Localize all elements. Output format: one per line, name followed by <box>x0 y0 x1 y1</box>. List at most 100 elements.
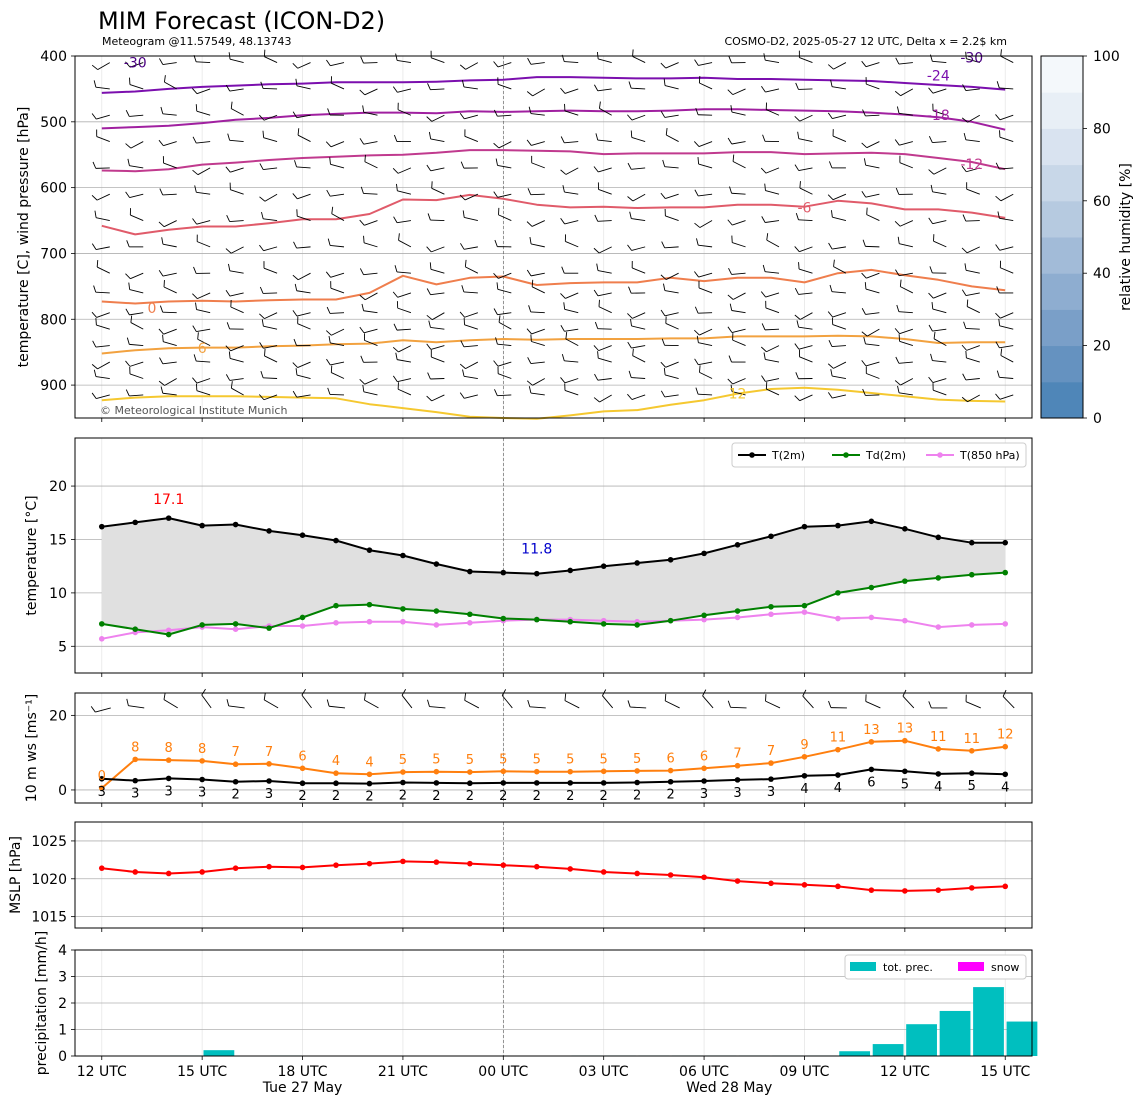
barb-flag <box>1000 49 1002 57</box>
wind-barb <box>932 103 947 116</box>
barb-flag <box>895 269 900 276</box>
wind-barb <box>728 355 746 363</box>
barb-shaft <box>263 699 279 709</box>
barb-shaft <box>229 270 244 274</box>
barb-flag <box>728 56 732 63</box>
max-temperature-label: 17.1 <box>153 492 184 508</box>
barb-flag <box>395 352 398 360</box>
wind-barb <box>999 260 1014 274</box>
barb-shaft <box>731 192 746 195</box>
barb-flag <box>929 266 933 274</box>
barb-shaft <box>631 218 646 221</box>
wind-barb <box>761 323 780 331</box>
surface-wind-barb <box>301 688 312 709</box>
barb-shaft <box>631 345 646 349</box>
barb-shaft <box>401 695 413 709</box>
barb-flag <box>292 310 298 317</box>
isotherm-label: -6 <box>797 200 811 216</box>
barb-flag <box>230 381 233 389</box>
wind-barb <box>498 207 512 221</box>
barb-shaft <box>530 311 545 314</box>
barb-shaft <box>330 193 345 197</box>
wind-barb <box>459 311 478 318</box>
barb-shaft <box>732 220 746 226</box>
barb-shaft <box>966 357 980 363</box>
barb-flag <box>894 220 901 227</box>
gust-value-label: 5 <box>533 753 541 768</box>
isotherm-label: 6 <box>198 341 207 357</box>
wind-barb <box>961 246 980 254</box>
barb-shaft <box>798 268 813 274</box>
wind-barb <box>531 279 545 294</box>
barb-shaft <box>196 141 211 144</box>
series-point-Td(2m) <box>667 617 674 624</box>
gust-value-label: 13 <box>897 722 914 737</box>
barb-flag <box>862 388 866 396</box>
wind-barb <box>760 291 780 298</box>
gust-value-label: 13 <box>863 723 880 738</box>
series-point-gusts <box>333 770 339 776</box>
wind-barb <box>192 88 211 95</box>
barb-flag <box>928 376 934 383</box>
wind-barb <box>565 332 579 346</box>
barb-shaft <box>95 376 110 379</box>
wind-barb <box>163 280 177 294</box>
barb-flag <box>459 392 465 399</box>
barb-flag <box>861 191 867 198</box>
wind-barb <box>627 393 646 400</box>
wind-barb <box>897 236 913 248</box>
barb-flag <box>928 324 933 332</box>
wind-barb <box>295 78 311 90</box>
barb-shaft <box>798 345 813 350</box>
barb-flag <box>392 346 399 353</box>
barb-shaft <box>898 112 913 116</box>
barb-shaft <box>296 374 311 379</box>
barb-shaft <box>264 193 278 202</box>
barb-flag <box>393 134 398 142</box>
wind-barb <box>327 387 345 396</box>
barb-flag <box>195 302 197 310</box>
barb-shaft <box>564 378 579 384</box>
barb-shaft <box>865 288 880 294</box>
wind-barb <box>560 87 579 94</box>
surface-wind-barb <box>126 698 145 709</box>
wind-barb <box>995 114 1014 121</box>
wind-barb <box>426 343 445 350</box>
wind-barb <box>696 238 713 248</box>
barb-shaft <box>95 345 110 348</box>
wind-barb <box>428 320 445 330</box>
barb-shaft <box>296 312 311 317</box>
barb-flag <box>493 109 498 117</box>
barb-flag <box>699 365 701 373</box>
barb-shaft <box>832 114 847 120</box>
barb-shaft <box>364 220 378 226</box>
series-point-T(2m) <box>98 523 105 530</box>
wind-barb <box>228 263 244 274</box>
gust-value-label: 8 <box>165 741 173 756</box>
legend-label: T(850 hPa) <box>959 449 1020 462</box>
wind-barb <box>560 167 579 175</box>
barb-flag <box>258 114 265 121</box>
wind-barb <box>326 189 345 197</box>
wind-value-label: 3 <box>131 787 139 802</box>
barb-shaft <box>799 57 813 64</box>
series-point-wind-speed <box>968 770 975 776</box>
barb-flag <box>895 57 900 65</box>
barb-shaft <box>631 394 646 400</box>
barb-shaft <box>162 113 177 116</box>
wind-barb <box>794 164 813 172</box>
wind-barb <box>460 161 478 169</box>
figure-subtitle-model: COSMO-D2, 2025-05-27 12 UTC, Delta x = 2… <box>724 35 1007 48</box>
barb-flag <box>628 370 632 378</box>
barb-shaft <box>196 88 211 95</box>
legend-label: tot. prec. <box>883 961 933 974</box>
barb-flag <box>293 241 297 249</box>
wind-barb <box>828 161 846 169</box>
barb-flag <box>660 192 666 199</box>
barb-flag <box>996 81 1000 89</box>
wind-barb <box>763 53 780 64</box>
barb-shaft <box>163 286 177 294</box>
barb-shaft <box>129 84 144 90</box>
wind-barb <box>661 241 679 249</box>
